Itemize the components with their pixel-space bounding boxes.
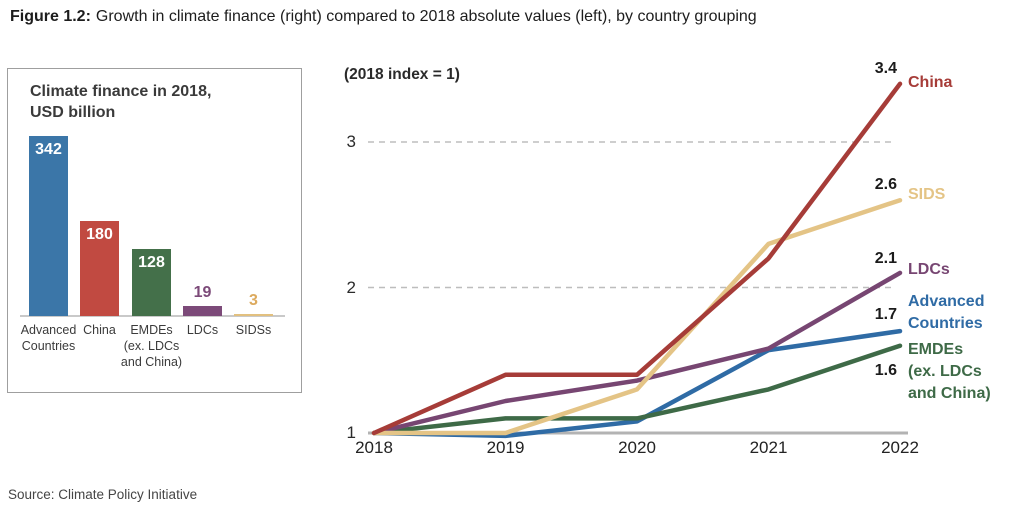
y-axis-label-3: 3 bbox=[346, 132, 356, 151]
bar-category-label-line: Advanced bbox=[20, 323, 77, 337]
bar-category-label-line: SIDSs bbox=[235, 323, 272, 337]
bar-category-label-line: China bbox=[83, 323, 116, 337]
bar-value-label: 342 bbox=[35, 141, 62, 158]
series-line-china bbox=[371, 81, 903, 436]
bar-category-label-line: EMDEs bbox=[130, 323, 173, 337]
bar-chart-title: Climate finance in 2018, USD billion bbox=[30, 81, 211, 123]
x-axis-label-2020: 2020 bbox=[618, 438, 656, 457]
figure-title: Figure 1.2: Growth in climate finance (ri… bbox=[10, 8, 757, 26]
x-axis-label-2019: 2019 bbox=[486, 438, 525, 457]
x-axis-label-2021: 2021 bbox=[749, 438, 788, 457]
bar-category-label: Advanced Countries bbox=[11, 322, 87, 354]
bar-chart-title-line-1: Climate finance in 2018, bbox=[30, 83, 212, 100]
series-name-label-china: China bbox=[908, 74, 953, 91]
series-line-ldcs bbox=[371, 270, 903, 436]
bar-sidss bbox=[234, 314, 273, 316]
y-axis-label-1: 1 bbox=[346, 423, 356, 442]
bar-category-label-line: (ex. LDCs bbox=[123, 339, 180, 353]
bar-chart-title-line-2: USD billion bbox=[30, 104, 116, 121]
series-name-label-emdes-ex-ldcs-and-china: EMDEs bbox=[908, 341, 964, 358]
source-text: Source: Climate Policy Initiative bbox=[8, 487, 198, 502]
line-chart-subtitle: (2018 index = 1) bbox=[344, 66, 460, 83]
bar-category-label: China bbox=[62, 322, 138, 338]
bar-category-label-line: LDCs bbox=[186, 323, 219, 337]
series-line-sids bbox=[371, 197, 903, 436]
series-name-label-ldcs: LDCs bbox=[908, 261, 950, 278]
series-name-label-emdes-ex-ldcs-and-china: (ex. LDCs bbox=[908, 363, 982, 380]
bar-value-label: 3 bbox=[249, 292, 258, 309]
y-axis-label-2: 2 bbox=[346, 277, 356, 297]
series-value-label-advanced-countries: 1.7 bbox=[874, 306, 897, 323]
bar-value-label: 19 bbox=[193, 284, 212, 301]
figure-title-text: Growth in climate finance (right) compar… bbox=[95, 8, 757, 25]
series-name-label-sids: SIDS bbox=[908, 186, 946, 203]
series-value-label-emdes-ex-ldcs-and-china: 1.6 bbox=[874, 362, 897, 379]
bar-axis-line bbox=[20, 315, 285, 317]
x-axis-label-2022: 2022 bbox=[881, 438, 919, 457]
bar-category-label-line: Countries bbox=[21, 339, 76, 353]
bar-china bbox=[80, 221, 119, 316]
bar-category-label: SIDSs bbox=[216, 322, 292, 338]
series-value-label-china: 3.4 bbox=[874, 60, 897, 77]
series-line-emdes-ex-ldcs-and-china bbox=[371, 343, 903, 436]
x-axis-label-2018: 2018 bbox=[355, 438, 393, 457]
bar-value-label: 128 bbox=[138, 254, 165, 271]
series-value-label-sids: 2.6 bbox=[874, 176, 897, 193]
bar-category-label: LDCs bbox=[165, 322, 241, 338]
bar-category-label-line: and China) bbox=[120, 355, 183, 369]
series-name-label-advanced-countries: Countries bbox=[908, 315, 983, 332]
bar-advanced-countries bbox=[29, 136, 68, 316]
bar-emdes-ex-ldcs-and-china bbox=[132, 249, 171, 316]
figure-title-label: Figure 1.2: bbox=[10, 8, 91, 25]
series-name-label-emdes-ex-ldcs-and-china: and China) bbox=[908, 385, 991, 402]
line-chart bbox=[368, 81, 908, 439]
bar-category-label: EMDEs (ex. LDCs and China) bbox=[114, 322, 190, 370]
bar-ldcs bbox=[183, 306, 222, 316]
series-name-label-advanced-countries: Advanced bbox=[908, 293, 985, 310]
bar-chart-panel: Climate finance in 2018, USD billion 342… bbox=[7, 68, 302, 393]
bar-value-label: 180 bbox=[86, 226, 113, 243]
series-value-label-ldcs: 2.1 bbox=[874, 250, 897, 267]
